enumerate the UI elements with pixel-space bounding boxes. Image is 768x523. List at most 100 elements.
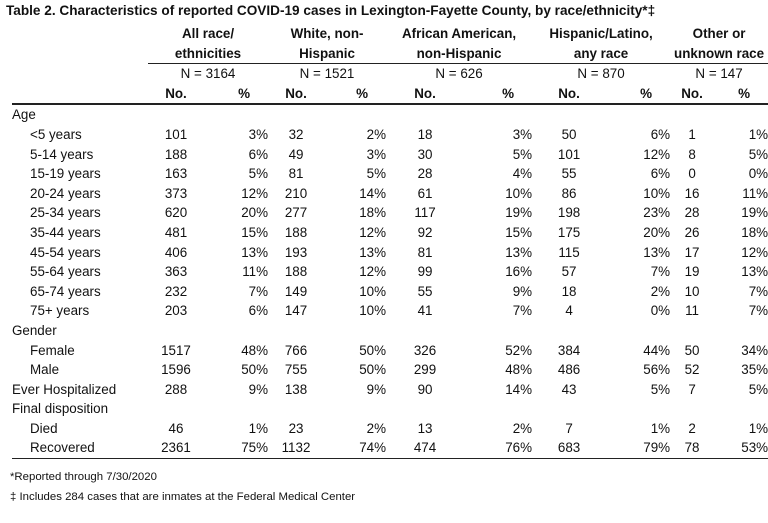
cell-percent: 15% (241, 224, 269, 240)
cell-count: 115 (558, 244, 580, 260)
cell-count: 175 (557, 224, 581, 240)
cell-percent: 3% (366, 146, 387, 162)
cell-percent: 74% (324, 438, 387, 460)
cell-count: 28 (684, 205, 700, 221)
cell-count: 52 (684, 362, 700, 378)
cell-percent: 5% (512, 146, 533, 162)
cell-count: 188 (284, 224, 308, 240)
cell-count: 16 (684, 185, 700, 201)
cell-percent: 3% (248, 126, 269, 142)
cell-percent: 50% (359, 342, 387, 358)
cell-percent: 5% (366, 166, 387, 182)
cell-percent: 9% (248, 381, 269, 397)
cell-count: 7 (565, 420, 573, 436)
cell-count: 373 (164, 185, 188, 201)
cell-count: 193 (284, 244, 308, 260)
cell-percent: 79% (606, 438, 671, 460)
cell-count: 288 (164, 381, 188, 397)
cell-count: 46 (168, 420, 184, 436)
cell-percent: 7% (748, 283, 768, 299)
cell-percent: 75% (204, 438, 269, 460)
cell-count: 49 (288, 146, 304, 162)
group-n-row: N = 3164 N = 1521 N = 626 N = 870 N = 14… (12, 64, 768, 84)
group-header-line1: African American, (401, 26, 517, 41)
cell-count: 1517 (161, 342, 191, 358)
cell-percent: 76% (464, 438, 533, 460)
table-row: 45-54 years 406 13% 193 13% 81 13% 115 13% 17 12% (12, 243, 768, 263)
cell-count: 61 (417, 185, 433, 201)
cell-count: 86 (561, 185, 577, 201)
cell-percent: 12% (241, 185, 269, 201)
footnote-reported-through: *Reported through 7/30/2020 (10, 471, 157, 483)
cell-percent: 11% (242, 264, 269, 280)
cell-percent: 50% (241, 362, 269, 378)
cell-count: 23 (288, 420, 304, 436)
cell-percent: 7% (248, 283, 269, 299)
cell-percent: 50% (359, 362, 387, 378)
cell-count: 18 (561, 283, 577, 299)
cell-count: 232 (164, 283, 188, 299)
cell-count: 30 (417, 146, 433, 162)
row-label: 25-34 years (30, 205, 101, 221)
cell-percent: 1% (248, 420, 269, 436)
cell-count: 19 (684, 264, 700, 280)
cell-percent: 19% (741, 205, 768, 221)
cell-percent: 7% (748, 303, 768, 319)
table-row: 75+ years 203 6% 147 10% 41 7% 4 0% 11 7% (12, 301, 768, 321)
group-n: N = 147 (695, 66, 743, 82)
cell-count: 755 (284, 362, 308, 378)
section-label: Final disposition (12, 401, 109, 417)
cell-count: 117 (414, 205, 436, 221)
cell-percent: 48% (505, 362, 533, 378)
row-label: 5-14 years (30, 146, 94, 162)
cell-count: 147 (284, 303, 308, 319)
group-n: N = 626 (435, 66, 483, 82)
cell-count: 50 (561, 126, 577, 142)
cell-count: 99 (417, 264, 433, 280)
cell-percent: 11% (742, 185, 768, 201)
cell-percent: 3% (512, 126, 533, 142)
cell-count: 683 (532, 438, 607, 460)
cell-percent: 19% (505, 205, 533, 221)
col-pct-header: % (204, 83, 269, 106)
column-subheader-row: No. % No. % No. % No. % No. % (12, 83, 768, 106)
cell-percent: 12% (359, 264, 387, 280)
cell-percent: 14% (359, 185, 387, 201)
table-body: Age <5 years 101 3% 32 2% 18 3% 50 6% 1 1% 5-14 year… (12, 104, 768, 460)
cell-percent: 12% (643, 146, 671, 162)
cell-percent: 6% (248, 303, 269, 319)
cell-count: 55 (561, 166, 577, 182)
cell-count: 11 (685, 303, 700, 319)
cell-count: 10 (684, 283, 700, 299)
section-label: Gender (12, 322, 57, 338)
cell-count: 8 (688, 146, 696, 162)
cell-count: 277 (284, 205, 308, 221)
cell-percent: 1% (748, 126, 768, 142)
cell-count: 766 (284, 342, 308, 358)
cell-percent: 12% (741, 244, 768, 260)
cell-percent: 13% (359, 244, 387, 260)
cell-percent: 34% (741, 342, 768, 358)
col-pct-header: % (324, 83, 387, 106)
cell-percent: 5% (248, 166, 269, 182)
group-header-line2: unknown race (670, 43, 768, 65)
cell-count: 41 (417, 303, 433, 319)
cell-percent: 13% (505, 244, 533, 260)
group-header-line1: Hispanic/Latino, (549, 26, 653, 41)
cell-percent: 14% (505, 381, 533, 397)
cell-count: 299 (413, 362, 437, 378)
table-row: 35-44 years 481 15% 188 12% 92 15% 175 20% 26 18% (12, 223, 768, 243)
cell-count: 32 (288, 126, 304, 142)
cell-percent: 1% (748, 420, 768, 436)
cell-percent: 5% (650, 381, 671, 397)
cell-count: 57 (561, 264, 577, 280)
cell-percent: 9% (512, 283, 533, 299)
cell-percent: 18% (741, 224, 768, 240)
row-label: 20-24 years (30, 185, 101, 201)
row-label: Recovered (12, 438, 148, 460)
row-label: 75+ years (30, 303, 90, 319)
cell-count: 50 (684, 342, 700, 358)
cell-percent: 0% (650, 303, 671, 319)
cell-percent: 20% (241, 205, 269, 221)
footnote-inmates: ‡ Includes 284 cases that are inmates at… (10, 491, 356, 503)
